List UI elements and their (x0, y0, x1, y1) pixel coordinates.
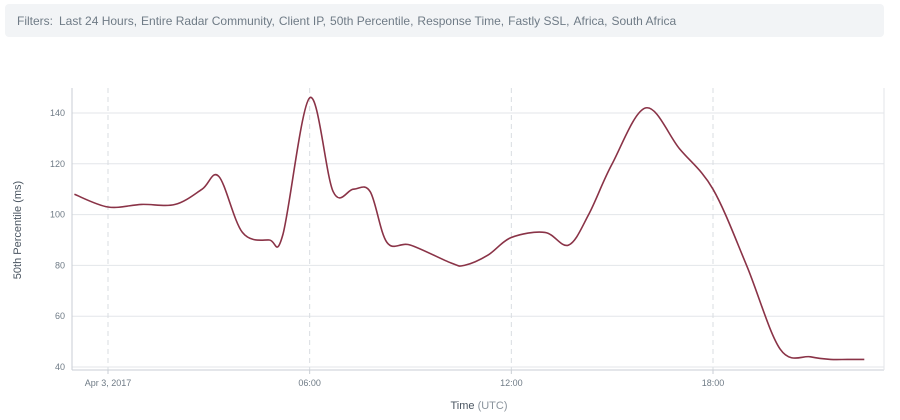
filter-items: Last 24 Hours, Entire Radar Community, Cli… (59, 14, 680, 28)
y-tick-label: 60 (55, 311, 65, 321)
filter-item: Response Time, (417, 13, 505, 28)
x-gridlines (107, 88, 714, 374)
y-tick-labels: 40 60 80 100 120 140 (50, 108, 65, 372)
y-axis-title: 50th Percentile (ms) (12, 181, 24, 279)
x-axis-title-unit: (UTC) (478, 400, 508, 412)
y-tick-label: 100 (50, 210, 65, 220)
x-tick-label: 06:00 (298, 378, 321, 388)
y-tick-label: 120 (50, 159, 65, 169)
x-tick-label: 18:00 (702, 378, 725, 388)
filter-item: Fastly SSL, (508, 13, 570, 28)
filter-item: South Africa (611, 13, 677, 28)
filter-item: Last 24 Hours, (59, 13, 138, 28)
filter-item: Entire Radar Community, (141, 13, 275, 28)
x-tick-label: Apr 3, 2017 (85, 378, 132, 388)
filter-item: Client IP, (278, 13, 327, 28)
x-tick-labels: Apr 3, 2017 06:00 12:00 18:00 (85, 378, 725, 388)
filter-bar: Filters: Last 24 Hours, Entire Radar Comm… (5, 4, 884, 37)
series-line (74, 96, 865, 361)
filter-item: Africa, (573, 13, 608, 28)
y-tick-label: 40 (55, 362, 65, 372)
axes (71, 88, 885, 371)
y-tick-label: 140 (50, 108, 65, 118)
y-gridlines (72, 112, 884, 368)
y-tick-label: 80 (55, 260, 65, 270)
x-axis-title: Time (UTC) (450, 400, 507, 412)
filter-item: 50th Percentile, (330, 13, 414, 28)
x-tick-label: 12:00 (500, 378, 523, 388)
x-axis-title-main: Time (450, 400, 474, 412)
filter-label: Filters: (17, 13, 53, 28)
